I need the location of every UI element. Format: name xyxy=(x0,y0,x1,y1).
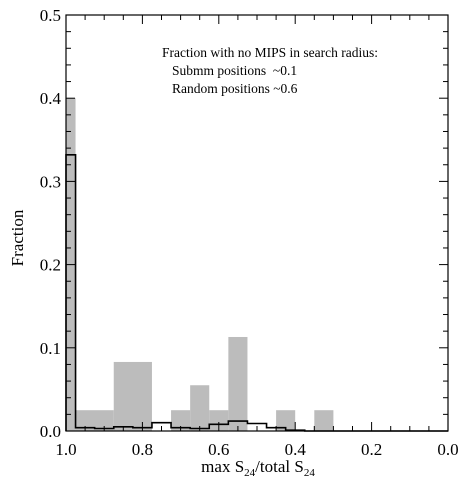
y-tick-label: 0.0 xyxy=(40,422,61,441)
annotation: Fraction with no MIPS in search radius: … xyxy=(162,45,378,96)
tick-marks-and-labels: 1.0 0.8 0.6 0.4 0.2 0.0 0.0 0.1 0.2 0.3 0.4 0.5 xyxy=(40,6,459,459)
y-tick-label: 0.5 xyxy=(40,6,61,25)
x-tick-label: 0.6 xyxy=(208,440,229,459)
histogram-bar-2 xyxy=(113,361,152,431)
histogram-bar-4 xyxy=(190,385,210,431)
histogram-bar-5 xyxy=(209,410,229,431)
x-axis-title: max S24/total S24 xyxy=(201,457,315,478)
step-line-layer xyxy=(65,153,448,432)
annotation-line-2: Submm positions ~0.1 xyxy=(172,63,297,78)
annotation-line-1: Fraction with no MIPS in search radius: xyxy=(162,45,378,60)
y-tick-label: 0.1 xyxy=(40,339,61,358)
x-tick-label: 0.8 xyxy=(132,440,153,459)
x-tick-label: 1.0 xyxy=(55,440,76,459)
x-axis-title-subscript-2: 24 xyxy=(304,467,316,478)
x-axis-title-subscript-1: 24 xyxy=(244,467,256,478)
x-axis-title-main: max S xyxy=(201,457,244,476)
histogram-bar-7 xyxy=(276,410,296,431)
histogram-bar-1 xyxy=(75,410,114,431)
x-axis-title-middle: /total S xyxy=(255,457,304,476)
y-tick-label: 0.4 xyxy=(40,89,62,108)
histogram-bar-8 xyxy=(314,410,334,431)
y-tick-label: 0.2 xyxy=(40,256,61,275)
histogram-bar-3 xyxy=(171,410,191,431)
y-tick-label: 0.3 xyxy=(40,172,61,191)
x-tick-label: 0.2 xyxy=(361,440,382,459)
histogram-bar-6 xyxy=(228,336,248,431)
filled-histogram-bars xyxy=(66,98,334,431)
y-axis-title: Fraction xyxy=(8,209,27,266)
x-tick-label: 0.0 xyxy=(437,440,458,459)
annotation-line-3: Random positions ~0.6 xyxy=(172,81,298,96)
x-tick-label: 0.4 xyxy=(285,440,307,459)
step-line xyxy=(65,153,448,432)
